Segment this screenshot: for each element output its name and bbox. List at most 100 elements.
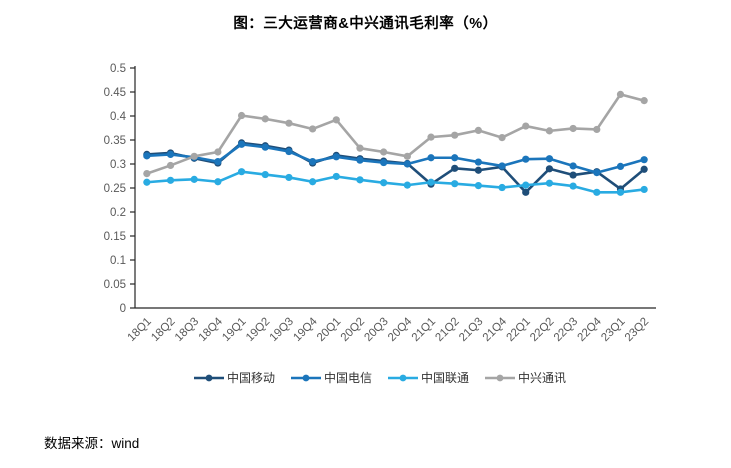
series-marker-2 — [143, 178, 151, 186]
series-marker-1 — [593, 169, 601, 177]
x-axis-label: 19Q3 — [268, 316, 296, 344]
series-marker-2 — [261, 170, 269, 179]
series-marker-2 — [474, 182, 482, 190]
series-marker-1 — [474, 158, 482, 166]
legend-line-marker-icon — [193, 374, 224, 381]
series-marker-0 — [522, 188, 530, 196]
x-axis-label: 23Q2 — [623, 316, 651, 344]
series-marker-0 — [451, 164, 459, 172]
legend-item-3: 中兴通讯 — [485, 369, 566, 386]
chart-legend: 中国移动 中国电信 中国联通 中兴通讯 — [100, 369, 660, 386]
x-axis-label: 20Q2 — [339, 316, 367, 344]
series-marker-2 — [427, 178, 435, 186]
series-marker-0 — [569, 171, 577, 179]
x-axis-label: 20Q3 — [362, 316, 390, 344]
series-marker-3 — [593, 125, 601, 134]
series-marker-3 — [522, 122, 530, 130]
series-marker-1 — [332, 153, 340, 161]
series-marker-1 — [356, 156, 364, 164]
series-marker-2 — [190, 175, 198, 183]
x-axis-label: 21Q2 — [433, 316, 461, 344]
x-axis-label: 19Q1 — [220, 316, 248, 344]
y-axis-label: 0.3 — [110, 159, 126, 171]
x-axis-label: 23Q1 — [599, 316, 627, 344]
series-marker-1 — [569, 162, 577, 170]
x-axis-label: 21Q1 — [410, 316, 438, 344]
series-marker-0 — [545, 165, 554, 173]
series-marker-3 — [309, 125, 317, 133]
series-marker-1 — [237, 140, 246, 148]
series-marker-2 — [237, 168, 246, 176]
legend-line-marker-icon — [290, 374, 321, 381]
x-axis-label: 20Q4 — [386, 315, 415, 344]
x-axis-label: 20Q1 — [315, 316, 343, 344]
series-marker-2 — [569, 182, 577, 190]
y-axis-label: 0.5 — [110, 63, 126, 75]
series-marker-0 — [474, 166, 482, 174]
x-axis-label: 18Q4 — [197, 315, 226, 344]
series-marker-2 — [356, 176, 364, 184]
series-marker-1 — [616, 162, 625, 170]
series-marker-1 — [214, 158, 222, 166]
series-marker-3 — [616, 90, 625, 98]
y-axis-label: 0.4 — [110, 111, 127, 123]
series-marker-2 — [332, 172, 340, 181]
series-marker-3 — [640, 97, 648, 105]
series-marker-2 — [451, 180, 459, 188]
y-axis-label: 0.25 — [104, 183, 126, 195]
legend-item-1: 中国电信 — [290, 369, 372, 386]
series-marker-1 — [166, 150, 175, 158]
y-axis-label: 0 — [120, 303, 126, 315]
series-marker-2 — [498, 183, 506, 192]
series-marker-3 — [569, 124, 577, 133]
series-marker-3 — [261, 115, 269, 123]
legend-line-marker-icon — [388, 374, 418, 381]
series-marker-2 — [593, 188, 601, 196]
series-marker-2 — [380, 179, 388, 187]
series-marker-3 — [214, 148, 222, 156]
series-marker-1 — [498, 162, 506, 170]
legend-label: 中国移动 — [226, 371, 275, 385]
series-marker-2 — [166, 176, 175, 184]
series-marker-3 — [474, 126, 482, 134]
series-marker-2 — [640, 185, 648, 194]
series-marker-1 — [285, 147, 293, 156]
series-marker-3 — [285, 119, 293, 127]
series-marker-1 — [640, 156, 648, 164]
series-marker-1 — [451, 154, 459, 162]
y-axis-label: 0.35 — [104, 135, 126, 147]
legend-line-marker-icon — [485, 374, 516, 381]
series-marker-2 — [616, 188, 625, 196]
line-chart: 0 0.05 0.1 0.15 0.2 0.25 0.3 0.35 0.4 0.45 0.5 18Q1… — [104, 63, 656, 344]
series-marker-3 — [545, 127, 554, 135]
y-axis-label: 0.1 — [110, 255, 126, 267]
x-axis-label: 22Q2 — [528, 316, 556, 344]
series-marker-3 — [380, 148, 388, 156]
series-marker-1 — [545, 155, 554, 163]
x-axis-label: 22Q3 — [552, 316, 580, 344]
series-marker-3 — [356, 144, 364, 152]
legend-label: 中兴通讯 — [518, 371, 567, 385]
series-marker-3 — [427, 133, 435, 141]
data-source: 数据来源：wind — [44, 436, 140, 451]
series-marker-2 — [545, 179, 554, 187]
x-axis-label: 18Q2 — [149, 316, 177, 344]
series-marker-2 — [285, 173, 293, 182]
chart-title: 图：三大运营商&中兴通讯毛利率（%） — [233, 16, 498, 32]
series-marker-2 — [403, 181, 411, 189]
series-marker-1 — [427, 154, 435, 162]
series-marker-3 — [143, 170, 151, 178]
x-axis-label: 22Q4 — [576, 315, 605, 344]
y-axis-label: 0.05 — [104, 279, 126, 291]
series-marker-2 — [214, 178, 222, 186]
y-axis-label: 0.45 — [104, 87, 126, 99]
series-marker-3 — [166, 161, 175, 170]
x-axis-label: 21Q4 — [481, 315, 510, 344]
series-marker-2 — [309, 178, 317, 186]
y-axis-label: 0.15 — [104, 231, 126, 243]
series-marker-1 — [143, 152, 151, 160]
series-marker-3 — [451, 131, 459, 139]
x-axis-label: 22Q1 — [504, 316, 532, 344]
x-axis-label: 18Q1 — [126, 316, 154, 344]
